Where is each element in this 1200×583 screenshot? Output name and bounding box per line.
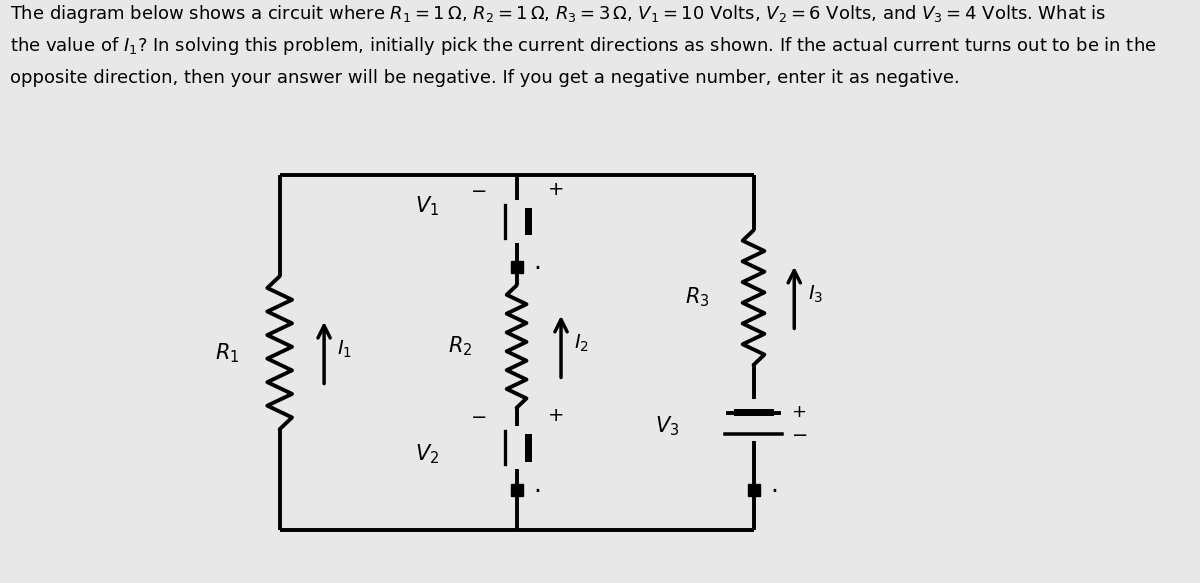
Text: $-$: $-$ <box>791 424 806 443</box>
Text: $R_3$: $R_3$ <box>684 286 709 310</box>
Text: $-$: $-$ <box>470 180 486 199</box>
Text: The diagram below shows a circuit where $R_1 = 1\,\Omega$, $R_2 = 1\,\Omega$, $R: The diagram below shows a circuit where … <box>10 3 1106 25</box>
Text: $I_1$: $I_1$ <box>337 339 353 360</box>
Text: $R_1$: $R_1$ <box>215 341 239 364</box>
Text: $I_3$: $I_3$ <box>808 284 823 305</box>
Text: $I_2$: $I_2$ <box>575 333 589 354</box>
Text: $V_3$: $V_3$ <box>655 415 679 438</box>
Text: $\cdot$: $\cdot$ <box>770 479 778 503</box>
Text: $V_2$: $V_2$ <box>415 442 439 465</box>
Text: $+$: $+$ <box>547 180 563 199</box>
Text: $\cdot$: $\cdot$ <box>533 255 540 279</box>
Text: $+$: $+$ <box>547 406 563 425</box>
Text: $\cdot$: $\cdot$ <box>533 479 540 503</box>
Text: $V_1$: $V_1$ <box>415 194 439 217</box>
Text: $-$: $-$ <box>470 406 486 425</box>
Text: opposite direction, then your answer will be negative. If you get a negative num: opposite direction, then your answer wil… <box>10 69 959 87</box>
Text: $R_2$: $R_2$ <box>448 335 472 359</box>
Text: the value of $I_1$? In solving this problem, initially pick the current directio: the value of $I_1$? In solving this prob… <box>10 35 1156 57</box>
Text: $+$: $+$ <box>791 403 805 421</box>
